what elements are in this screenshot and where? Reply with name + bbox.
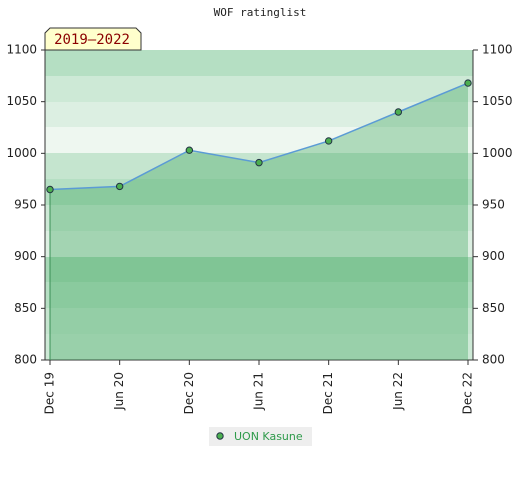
point — [115, 182, 124, 191]
x-tick-label: Dec 20 — [182, 372, 196, 414]
y-tick-label: 900 — [14, 249, 37, 263]
point — [394, 108, 403, 116]
point — [464, 79, 472, 87]
y-tick-label: 1000 — [6, 146, 37, 160]
x-tick-label: Jun 21 — [252, 372, 266, 411]
y-tick-label: 1050 — [6, 94, 37, 108]
legend-label: UON Kasune — [234, 430, 303, 443]
y2-tick-label: 1100 — [482, 43, 513, 57]
y-tick-label: 800 — [14, 353, 37, 367]
point — [46, 185, 54, 194]
annotation: 2019–2022 — [54, 32, 130, 48]
y2-tick-label: 1050 — [482, 94, 513, 108]
y2-tick-label: 800 — [482, 353, 505, 367]
point — [185, 146, 194, 154]
legend-box — [209, 427, 312, 446]
y2-tick-label: 1000 — [482, 146, 513, 160]
chart-title: WOF ratinglist — [214, 6, 307, 19]
point — [324, 137, 333, 145]
y2-tick-label: 950 — [482, 198, 505, 212]
x-tick-label: Dec 21 — [321, 372, 335, 414]
y-tick-label: 950 — [14, 198, 37, 212]
y2-tick-label: 900 — [482, 249, 505, 263]
x-tick-label: Jun 22 — [391, 372, 405, 411]
y-tick-label: 850 — [14, 301, 37, 315]
y-tick-label: 1100 — [6, 43, 37, 57]
area — [50, 83, 468, 361]
point — [255, 158, 263, 167]
y2-tick-label: 850 — [482, 301, 505, 315]
annotation-box — [44, 27, 142, 51]
legend-marker — [216, 432, 224, 440]
x-tick-label: Dec 19 — [43, 372, 57, 414]
x-tick-label: Dec 22 — [461, 372, 475, 414]
x-tick-label: Jun 20 — [112, 372, 126, 411]
